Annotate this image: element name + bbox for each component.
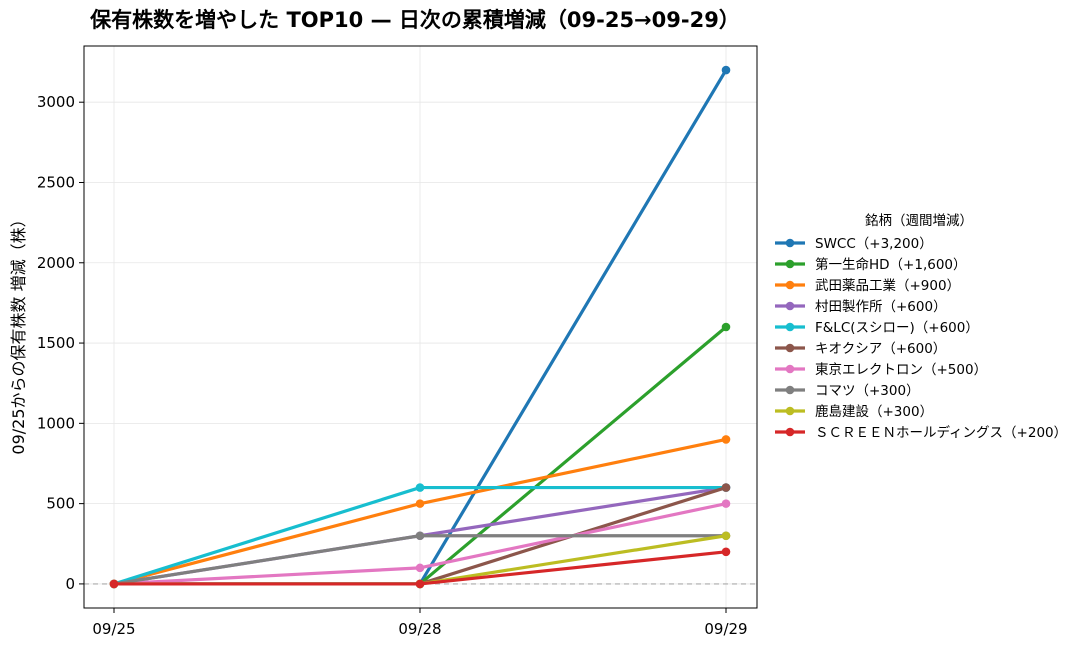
- legend-entry: 村田製作所（+600）: [775, 299, 947, 315]
- x-tick-label: 09/25: [92, 620, 135, 638]
- data-point: [721, 547, 731, 557]
- y-tick-label: 1000: [37, 414, 75, 432]
- legend-label: SWCC（+3,200）: [815, 236, 933, 252]
- series-10: [109, 547, 731, 589]
- legend-marker: [785, 259, 795, 269]
- x-axis-ticks: 09/25 09/28 09/29: [92, 608, 748, 638]
- y-tick-label: 500: [46, 495, 75, 513]
- legend-marker: [785, 322, 795, 332]
- legend-label: 第一生命HD（+1,600）: [815, 256, 967, 273]
- legend-marker: [785, 385, 795, 395]
- chart-title: 保有株数を増やした TOP10 — 日次の累積増減（09-25→09-29）: [89, 8, 740, 32]
- legend: 銘柄（週間増減） SWCC（+3,200） 第一生命HD（+1,600） 武田薬品工…: [775, 212, 1067, 441]
- legend-marker: [785, 427, 795, 437]
- legend-label: 武田薬品工業（+900）: [815, 278, 960, 294]
- y-tick-label: 2500: [37, 173, 75, 191]
- legend-label: 村田製作所（+600）: [815, 299, 947, 315]
- y-axis-ticks: 0 500 1000 1500 2000 2500 3000: [37, 93, 84, 593]
- legend-entry: 第一生命HD（+1,600）: [775, 256, 967, 273]
- legend-entry: ＳＣＲＥＥＮホールディングス（+200）: [775, 424, 1067, 441]
- data-point: [721, 499, 731, 508]
- y-tick-label: 2000: [37, 254, 75, 272]
- x-tick-label: 09/28: [398, 620, 441, 638]
- data-point: [415, 579, 425, 589]
- legend-marker: [785, 364, 795, 374]
- legend-title: 銘柄（週間増減）: [865, 212, 973, 229]
- legend-entry: 東京エレクトロン（+500）: [775, 362, 987, 378]
- x-tick-label: 09/29: [704, 620, 747, 638]
- data-point: [721, 65, 731, 75]
- data-point: [415, 563, 425, 573]
- y-tick-label: 3000: [37, 93, 75, 111]
- legend-marker: [785, 238, 795, 248]
- data-point: [721, 435, 731, 444]
- legend-label: キオクシア（+600）: [815, 341, 946, 357]
- legend-marker: [785, 406, 795, 416]
- data-point: [109, 579, 119, 589]
- legend-entry: 武田薬品工業（+900）: [775, 278, 960, 294]
- y-tick-label: 1500: [37, 334, 75, 352]
- data-point: [721, 322, 731, 332]
- y-tick-label: 0: [65, 575, 75, 593]
- plot-frame: [83, 45, 758, 609]
- legend-label: ＳＣＲＥＥＮホールディングス（+200）: [815, 424, 1067, 441]
- data-point: [415, 499, 425, 508]
- legend-marker: [785, 301, 795, 311]
- legend-entry: F&LC(スシロー)（+600）: [775, 320, 979, 336]
- data-point: [721, 483, 731, 492]
- legend-label: F&LC(スシロー)（+600）: [815, 320, 979, 336]
- legend-entry: 鹿島建設（+300）: [775, 403, 933, 420]
- legend-marker: [785, 280, 795, 290]
- legend-entry: キオクシア（+600）: [775, 341, 946, 357]
- legend-entry: コマツ（+300）: [775, 383, 920, 399]
- legend-label: コマツ（+300）: [815, 383, 920, 399]
- y-axis-label: 09/25からの保有株数 増減（株）: [9, 211, 28, 454]
- data-point: [721, 531, 731, 541]
- legend-label: 東京エレクトロン（+500）: [815, 362, 987, 378]
- legend-marker: [785, 343, 795, 353]
- gridlines: [84, 46, 757, 608]
- legend-label: 鹿島建設（+300）: [815, 403, 933, 420]
- data-point: [415, 531, 425, 541]
- data-point: [415, 483, 425, 492]
- series-lines: [109, 65, 731, 589]
- legend-entry: SWCC（+3,200）: [775, 236, 933, 252]
